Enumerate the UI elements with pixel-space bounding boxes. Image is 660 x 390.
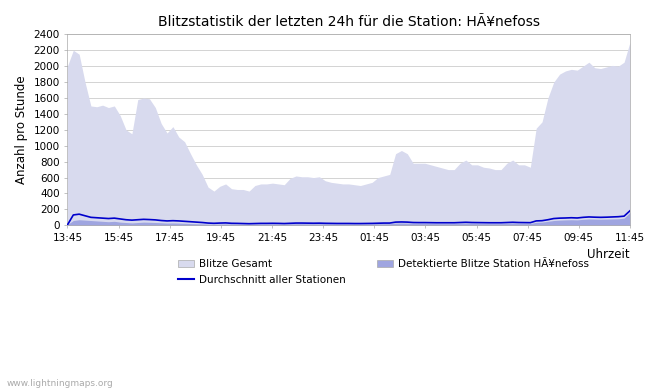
Y-axis label: Anzahl pro Stunde: Anzahl pro Stunde [15, 76, 28, 184]
Text: Uhrzeit: Uhrzeit [587, 248, 630, 261]
Text: www.lightningmaps.org: www.lightningmaps.org [7, 379, 114, 388]
Title: Blitzstatistik der letzten 24h für die Station: HÃ¥nefoss: Blitzstatistik der letzten 24h für die S… [158, 15, 540, 29]
Legend: Blitze Gesamt, Durchschnitt aller Stationen, Detektierte Blitze Station HÃ¥nefos: Blitze Gesamt, Durchschnitt aller Statio… [174, 255, 593, 289]
